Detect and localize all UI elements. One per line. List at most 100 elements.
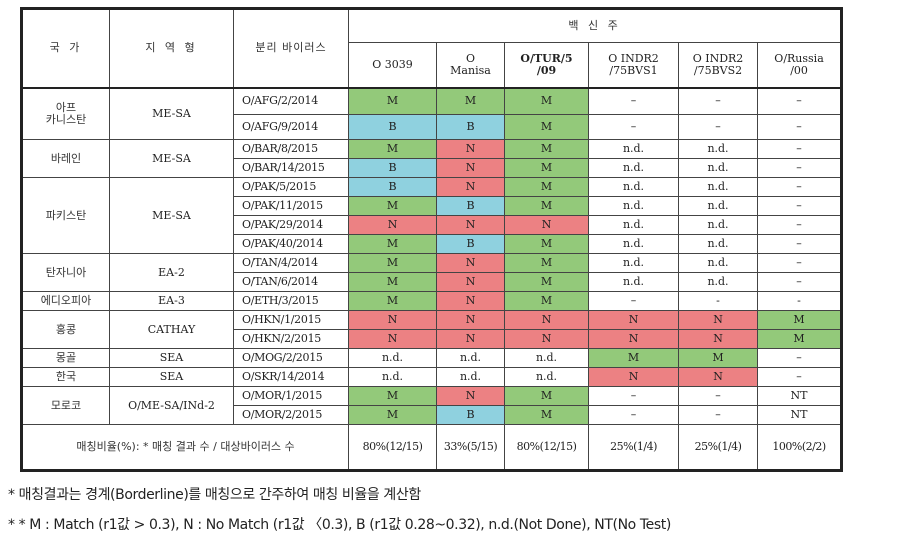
match-result-cell: M xyxy=(756,329,843,349)
match-result-cell: M xyxy=(348,196,437,216)
summary-ratio-cell: 80%(12/15) xyxy=(504,424,589,471)
table-row: 한국 SEA O/SKR/14/2014 n.d. n.d. n.d. N N – xyxy=(21,367,843,387)
match-result-cell: N xyxy=(504,329,589,349)
match-result-cell: M xyxy=(436,87,505,115)
match-result-cell: M xyxy=(348,139,437,159)
isolate-cell: O/PAK/40/2014 xyxy=(233,234,349,254)
header-vaccine-2: O/TUR/5 /09 xyxy=(504,42,589,89)
match-result-cell: M xyxy=(504,405,589,425)
header-vaccine-0: O 3039 xyxy=(348,42,437,89)
table-row: O/MOR/2/2015 M B M – – NT xyxy=(22,405,843,425)
isolate-cell: O/MOR/2/2015 xyxy=(233,405,349,425)
match-result-cell: n.d. xyxy=(588,272,679,292)
match-result-cell: N xyxy=(678,367,758,387)
country-cell: 몽골 xyxy=(21,348,110,368)
isolate-cell: O/SKR/14/2014 xyxy=(233,367,349,387)
country-cell: 아프 카니스탄 xyxy=(21,87,110,140)
match-result-cell: – xyxy=(678,405,758,425)
match-result-cell: M xyxy=(348,234,437,254)
match-result-cell: n.d. xyxy=(436,367,505,387)
match-result-cell: – xyxy=(588,114,679,140)
isolate-cell: O/PAK/29/2014 xyxy=(233,215,349,235)
match-result-cell: N xyxy=(436,386,505,406)
match-result-cell: – xyxy=(588,386,679,406)
match-result-cell: M xyxy=(504,114,589,140)
isolate-cell: O/MOG/2/2015 xyxy=(233,348,349,368)
match-result-cell: B xyxy=(436,114,505,140)
table-row: O/AFG/9/2014 B B M – – – xyxy=(22,114,843,140)
region-cell: SEA xyxy=(109,367,234,387)
country-cell: 모로코 xyxy=(21,386,110,425)
region-cell: EA-2 xyxy=(109,253,234,292)
match-result-cell: n.d. xyxy=(678,253,758,273)
match-result-cell: – xyxy=(756,215,843,235)
match-result-cell: n.d. xyxy=(588,139,679,159)
table-row: 아프 카니스탄 ME-SA O/AFG/2/2014 M M M – – – xyxy=(21,87,843,140)
match-result-cell: B xyxy=(348,114,437,140)
isolate-cell: O/ETH/3/2015 xyxy=(233,291,349,311)
match-result-cell: NT xyxy=(756,405,843,425)
match-result-cell: M xyxy=(504,234,589,254)
match-result-cell: – xyxy=(756,177,843,197)
match-result-cell: NT xyxy=(756,386,843,406)
footnote-legend: * * M : Match (r1값 > 0.3), N : No Match … xyxy=(8,517,671,533)
isolate-cell: O/PAK/5/2015 xyxy=(233,177,349,197)
match-result-cell: n.d. xyxy=(588,215,679,235)
match-result-cell: – xyxy=(756,114,843,140)
match-result-cell: N xyxy=(436,253,505,273)
match-result-cell: M xyxy=(756,310,843,330)
summary-ratio-cell: 100%(2/2) xyxy=(756,424,843,471)
match-result-cell: M xyxy=(504,291,589,311)
match-result-cell: B xyxy=(436,234,505,254)
match-result-cell: n.d. xyxy=(678,158,758,178)
match-result-cell: n.d. xyxy=(588,253,679,273)
region-cell: ME-SA xyxy=(109,87,234,140)
match-result-cell: n.d. xyxy=(504,348,589,368)
header-vaccine-3: O INDR2 /75BVS1 xyxy=(588,42,679,89)
summary-row: 매칭비율(%): * 매칭 결과 수 / 대상바이러스 수 80%(12/15) 3… xyxy=(21,424,843,471)
match-result-cell: N xyxy=(436,139,505,159)
header-region: 지 역 형 xyxy=(109,8,234,89)
summary-ratio-cell: 25%(1/4) xyxy=(588,424,679,471)
isolate-cell: O/TAN/4/2014 xyxy=(233,253,349,273)
match-result-cell: – xyxy=(756,196,843,216)
match-result-cell: N xyxy=(436,291,505,311)
match-result-cell: M xyxy=(504,196,589,216)
match-result-cell: N xyxy=(436,158,505,178)
match-result-cell: N xyxy=(588,367,679,387)
match-result-cell: B xyxy=(348,177,437,197)
match-result-cell: M xyxy=(348,87,437,115)
match-result-cell: N xyxy=(436,177,505,197)
table-row: 모로코 O/ME-SA/INd-2 O/MOR/1/2015 M N M – – NT xyxy=(21,386,843,425)
summary-ratio-cell: 80%(12/15) xyxy=(348,424,437,471)
match-result-cell: – xyxy=(756,348,843,368)
match-result-cell: – xyxy=(756,87,843,115)
match-result-cell: n.d. xyxy=(588,234,679,254)
match-result-cell: B xyxy=(436,196,505,216)
region-cell: EA-3 xyxy=(109,291,234,311)
region-cell: ME-SA xyxy=(109,139,234,178)
country-cell: 탄자니아 xyxy=(21,253,110,292)
match-result-cell: N xyxy=(504,310,589,330)
match-result-cell: N xyxy=(348,310,437,330)
country-cell: 파키스탄 xyxy=(21,177,110,254)
region-cell: CATHAY xyxy=(109,310,234,349)
match-result-cell: N xyxy=(436,272,505,292)
table-row: 홍콩 CATHAY O/HKN/1/2015 N N N N N M xyxy=(21,310,843,349)
match-result-cell: M xyxy=(348,291,437,311)
match-result-cell: – xyxy=(756,158,843,178)
header-vaccine-1: O Manisa xyxy=(436,42,505,89)
isolate-cell: O/BAR/8/2015 xyxy=(233,139,349,159)
match-result-cell: M xyxy=(504,253,589,273)
match-result-cell: n.d. xyxy=(588,177,679,197)
match-result-cell: M xyxy=(504,386,589,406)
match-result-cell: n.d. xyxy=(348,367,437,387)
region-cell: O/ME-SA/INd-2 xyxy=(109,386,234,425)
match-result-cell: M xyxy=(348,386,437,406)
match-result-cell: n.d. xyxy=(588,158,679,178)
